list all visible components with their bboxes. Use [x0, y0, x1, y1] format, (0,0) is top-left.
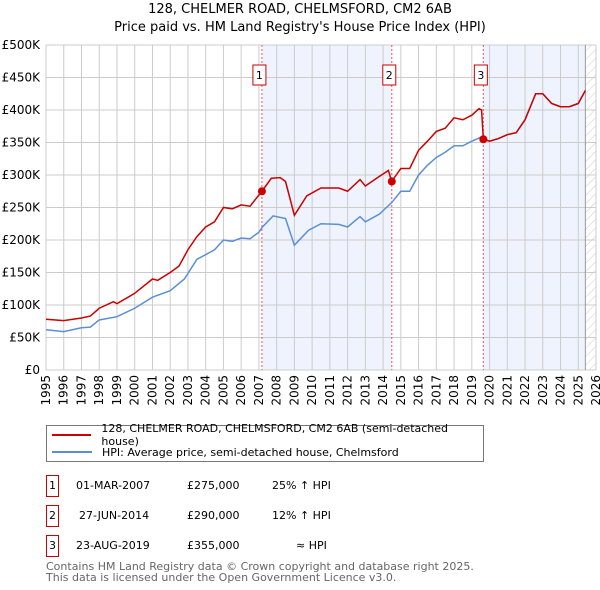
transaction-date: 27-JUN-2014 [79, 509, 150, 522]
x-tick-label: 2010 [305, 375, 319, 406]
x-tick-label: 2026 [589, 375, 600, 406]
y-tick-label: £300K [2, 168, 42, 182]
footer-licence: This data is licensed under the Open Gov… [46, 571, 397, 584]
x-tick-label: 2017 [429, 375, 443, 406]
transaction-date: 01-MAR-2007 [76, 479, 151, 492]
transaction-number: 3 [46, 535, 59, 557]
legend-swatch-hpi [52, 451, 92, 453]
transaction-row: 1 01-MAR-2007 £275,000 25% ↑ HPI [46, 475, 546, 497]
sale-label-box [473, 64, 488, 86]
x-tick-label: 1996 [57, 375, 71, 406]
x-tick-label: 1999 [110, 375, 124, 406]
x-tick-label: 2013 [358, 375, 372, 406]
x-tick-label: 2005 [216, 375, 230, 406]
x-tick-label: 2025 [571, 375, 585, 406]
y-tick-label: £350K [2, 136, 42, 150]
chart-title: 128, CHELMER ROAD, CHELMSFORD, CM2 6AB [148, 2, 452, 17]
transaction-number: 2 [46, 505, 59, 527]
x-tick-label: 2007 [252, 375, 266, 406]
y-tick-label: £150K [2, 266, 42, 280]
x-tick-label: 2021 [500, 375, 514, 406]
y-tick-label: £500K [2, 38, 42, 52]
x-tick-label: 2024 [554, 375, 568, 406]
legend-label-hpi: HPI: Average price, semi-detached house,… [102, 445, 399, 459]
y-tick-label: £250K [2, 201, 42, 215]
y-tick-label: £450K [2, 71, 42, 85]
footer: Contains HM Land Registry data © Crown c… [46, 561, 474, 583]
transaction-price: £355,000 [187, 539, 240, 552]
y-tick-label: £0 [25, 363, 40, 377]
x-tick-label: 2002 [163, 375, 177, 406]
x-tick-label: 2016 [412, 375, 426, 406]
x-tick-label: 1998 [92, 375, 106, 406]
y-tick-label: £200K [2, 233, 42, 247]
transaction-date: 23-AUG-2019 [76, 539, 150, 552]
transaction-row: 2 27-JUN-2014 £290,000 12% ↑ HPI [46, 505, 546, 527]
sale-label: 1 [256, 69, 263, 82]
y-tick-label: £400K [2, 103, 42, 117]
legend: 128, CHELMER ROAD, CHELMSFORD, CM2 6AB (… [46, 422, 484, 462]
x-tick-label: 2000 [128, 375, 142, 406]
x-tick-label: 2001 [145, 375, 159, 406]
transaction-number: 1 [46, 475, 59, 497]
x-tick-label: 2012 [341, 375, 355, 406]
footer-copyright: Contains HM Land Registry data © Crown c… [46, 560, 474, 573]
sale-point [257, 187, 266, 196]
sale-label: 3 [477, 69, 484, 82]
sale-label-box [382, 64, 397, 86]
transaction-hpi: ≈ HPI [296, 539, 327, 552]
x-tick-label: 2011 [323, 375, 337, 406]
legend-label-property: 128, CHELMER ROAD, CHELMSFORD, CM2 6AB (… [101, 422, 449, 448]
x-tick-label: 2006 [234, 375, 248, 406]
sale-label-box [252, 64, 267, 86]
x-tick-label: 2019 [465, 375, 479, 406]
transaction-price: £290,000 [187, 509, 240, 522]
x-tick-label: 2014 [376, 375, 390, 406]
x-tick-label: 2023 [536, 375, 550, 406]
x-tick-label: 2015 [394, 375, 408, 406]
chart-subtitle: Price paid vs. HM Land Registry's House … [114, 20, 486, 35]
x-tick-label: 2018 [447, 375, 461, 406]
transaction-row: 3 23-AUG-2019 £355,000 ≈ HPI [46, 535, 546, 557]
y-tick-label: £100K [2, 298, 42, 312]
property-price-line [45, 90, 587, 322]
y-tick-label: £50K [9, 331, 41, 345]
x-tick-label: 2022 [518, 375, 532, 406]
sale-point [479, 135, 488, 144]
transaction-price: £275,000 [187, 479, 240, 492]
x-tick-label: 2003 [181, 375, 195, 406]
sale-point [387, 177, 396, 186]
x-tick-label: 1995 [39, 375, 53, 406]
x-tick-label: 2009 [287, 375, 301, 406]
transaction-hpi: 25% ↑ HPI [272, 479, 331, 492]
x-tick-label: 2004 [199, 375, 213, 406]
sale-label: 2 [386, 69, 393, 82]
x-tick-label: 2020 [483, 375, 497, 406]
x-tick-label: 2008 [270, 375, 284, 406]
x-tick-label: 1997 [74, 375, 88, 406]
transaction-hpi: 12% ↑ HPI [272, 509, 331, 522]
legend-swatch-property [52, 434, 92, 436]
chart: 1995 1996 1997 1998 1999 2000 2001 2002 2003 2004… [2, 38, 600, 406]
